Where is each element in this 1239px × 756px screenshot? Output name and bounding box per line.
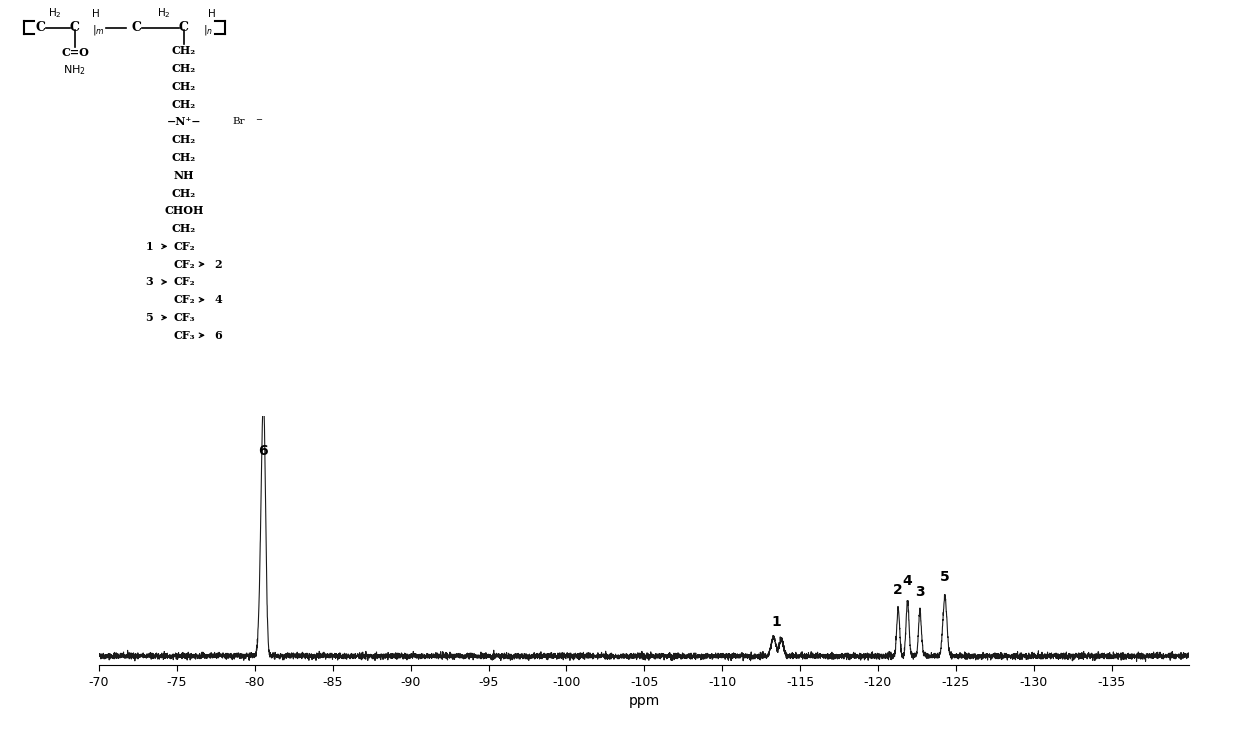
Text: C: C xyxy=(178,21,190,34)
Text: $\mathsf{|}_{n}$: $\mathsf{|}_{n}$ xyxy=(203,23,213,36)
Text: $\mathsf{|}_{m}$: $\mathsf{|}_{m}$ xyxy=(93,23,105,36)
Text: CH₂: CH₂ xyxy=(172,152,196,163)
Text: $\mathsf{NH_2}$: $\mathsf{NH_2}$ xyxy=(63,63,87,77)
Text: C: C xyxy=(36,21,46,34)
Text: CHOH: CHOH xyxy=(165,206,203,216)
Text: 2: 2 xyxy=(214,259,222,270)
X-axis label: ppm: ppm xyxy=(628,694,660,708)
Text: CF₃: CF₃ xyxy=(173,312,195,323)
Text: −N⁺−: −N⁺− xyxy=(167,116,201,128)
Text: −: − xyxy=(255,116,263,124)
Text: $\mathsf{H_2}$: $\mathsf{H_2}$ xyxy=(47,6,62,20)
Text: 6: 6 xyxy=(214,330,223,341)
Text: CH₂: CH₂ xyxy=(172,223,196,234)
Text: 5: 5 xyxy=(940,570,950,584)
Text: $\mathsf{H}$: $\mathsf{H}$ xyxy=(207,7,216,19)
Text: 4: 4 xyxy=(903,574,912,587)
Text: 1: 1 xyxy=(146,241,154,252)
Text: 6: 6 xyxy=(258,445,268,458)
Text: 1: 1 xyxy=(772,615,782,629)
Text: CH₂: CH₂ xyxy=(172,81,196,92)
Text: CF₃: CF₃ xyxy=(173,330,195,341)
Text: CH₂: CH₂ xyxy=(172,63,196,74)
Text: C: C xyxy=(131,21,141,34)
Text: CH₂: CH₂ xyxy=(172,135,196,145)
Text: $\mathsf{H_2}$: $\mathsf{H_2}$ xyxy=(156,6,171,20)
Text: CH₂: CH₂ xyxy=(172,98,196,110)
Text: 5: 5 xyxy=(145,312,154,323)
Text: 3: 3 xyxy=(145,277,154,287)
Text: C=O: C=O xyxy=(61,48,89,58)
Text: Br: Br xyxy=(232,117,245,126)
Text: 4: 4 xyxy=(214,294,223,305)
Text: CF₂: CF₂ xyxy=(173,241,195,252)
Text: CH₂: CH₂ xyxy=(172,45,196,56)
Text: $\mathsf{H}$: $\mathsf{H}$ xyxy=(90,7,100,19)
Text: CF₂: CF₂ xyxy=(173,277,195,287)
Text: CF₂: CF₂ xyxy=(173,294,195,305)
Text: NH: NH xyxy=(173,170,195,181)
Text: CH₂: CH₂ xyxy=(172,187,196,199)
Text: CF₂: CF₂ xyxy=(173,259,195,270)
Text: C: C xyxy=(69,21,81,34)
Text: 3: 3 xyxy=(916,584,924,599)
Text: 2: 2 xyxy=(893,583,903,597)
